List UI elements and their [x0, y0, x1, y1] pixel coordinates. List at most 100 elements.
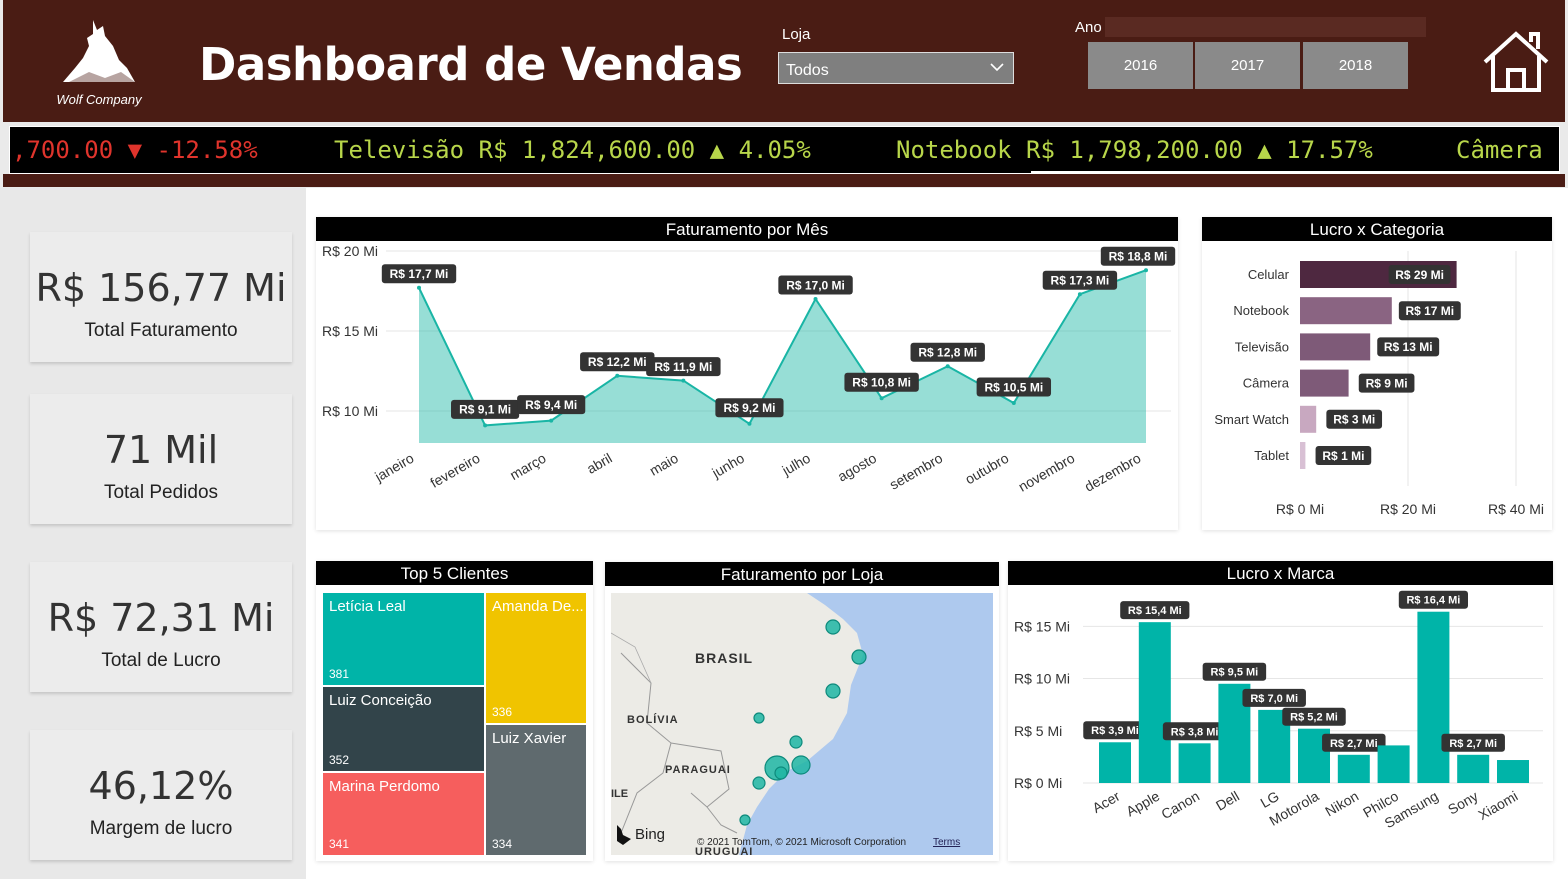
data-label-box	[517, 395, 586, 415]
x-tick-label: fevereiro	[427, 450, 482, 491]
y-tick-label: R$ 10 Mi	[1014, 671, 1070, 687]
x-tick-label: Dell	[1213, 788, 1242, 814]
map-label: BOLÍVIA	[627, 713, 679, 726]
area-fill	[419, 270, 1146, 443]
data-point	[813, 297, 818, 301]
client-name: Luiz Xavier	[492, 730, 567, 747]
x-tick-label: R$ 20 Mi	[1380, 501, 1436, 517]
store-marker[interactable]	[739, 814, 751, 826]
treemap-tile[interactable]: Amanda De... 336	[486, 593, 586, 723]
store-marker[interactable]	[825, 619, 841, 635]
map-label: BRASIL	[695, 650, 753, 666]
category-bar	[1300, 333, 1371, 361]
year-button-2016[interactable]: 2016	[1088, 42, 1193, 89]
client-value: 352	[329, 753, 350, 767]
brand-bar	[1099, 742, 1131, 783]
data-point	[747, 421, 752, 426]
data-label: R$ 9,1 Mi	[459, 403, 511, 417]
ticker-item: Notebook R$ 1,798,200.00 ▲ 17.57%	[896, 136, 1373, 164]
treemap-tile[interactable]: Luiz Conceição 352	[323, 687, 484, 771]
client-name: Letícia Leal	[329, 598, 406, 615]
map-label: PARAGUAI	[665, 764, 731, 776]
chart-title: Faturamento por Mês	[316, 217, 1178, 241]
map-svg[interactable]: BRASIL BOLÍVIA PARAGUAI ILE URUGUAI Bing	[611, 593, 993, 855]
loja-dropdown[interactable]: Todos	[778, 52, 1014, 84]
data-label-box	[1388, 265, 1451, 284]
treemap-tile[interactable]: Marina Perdomo 341	[323, 773, 484, 855]
store-marker[interactable]	[791, 755, 811, 775]
x-tick-label: Acer	[1090, 788, 1123, 816]
data-label: R$ 17 Mi	[1405, 304, 1454, 318]
kpi-card-pedidos: 71 Mil Total Pedidos	[30, 394, 292, 524]
store-marker[interactable]	[774, 766, 788, 780]
treemap-tile[interactable]: Luiz Xavier 334	[486, 725, 586, 855]
client-name: Marina Perdomo	[329, 778, 440, 795]
ticker-item: ,700.00 ▼ -12.58%	[12, 136, 258, 164]
ticker-underline	[1031, 171, 1559, 173]
data-label: R$ 3 Mi	[1333, 413, 1375, 427]
kpi-value: 71 Mil	[103, 428, 219, 472]
client-value: 381	[329, 667, 350, 681]
category-bar	[1300, 369, 1349, 397]
x-tick-label: setembro	[887, 450, 946, 493]
data-label: R$ 17,3 Mi	[1051, 274, 1110, 288]
x-tick-label: Apple	[1123, 788, 1162, 820]
client-name: Luiz Conceição	[329, 692, 432, 709]
ano-label: Ano	[1075, 19, 1102, 36]
brand-bar	[1417, 611, 1450, 783]
chart-faturamento-loja: Faturamento por Loja BRASIL BOLÍVIA PARA…	[605, 562, 999, 861]
data-label: R$ 3,8 Mi	[1171, 726, 1219, 738]
data-label-box	[715, 398, 784, 418]
year-button-2018[interactable]: 2018	[1303, 42, 1408, 89]
x-tick-label: Xiaomi	[1475, 788, 1520, 823]
bing-logo: Bing	[617, 825, 665, 845]
data-label-box	[1120, 601, 1190, 620]
home-icon[interactable]	[1481, 30, 1551, 94]
y-tick-label: R$ 5 Mi	[1014, 723, 1062, 739]
ticker-item: Televisão R$ 1,824,600.00 ▲ 4.05%	[334, 136, 811, 164]
kpi-label: Total Pedidos	[103, 482, 219, 503]
store-marker[interactable]	[825, 683, 841, 699]
data-label: R$ 12,8 Mi	[918, 346, 977, 360]
y-tick-label: Televisão	[1235, 339, 1289, 354]
data-label: R$ 1 Mi	[1322, 449, 1364, 463]
data-point	[483, 423, 488, 428]
store-marker[interactable]	[851, 649, 867, 665]
bar-chart-svg: R$ 0 Mi R$ 20 Mi R$ 40 Mi Celular R$ 29 Mi No…	[1214, 251, 1544, 517]
data-label-box	[1162, 722, 1227, 741]
treemap-tile[interactable]: Letícia Leal 381	[323, 593, 484, 685]
map-terms-link[interactable]: Terms	[933, 837, 960, 848]
x-tick-label: R$ 0 Mi	[1276, 501, 1324, 517]
data-label-box	[1326, 409, 1383, 429]
brand-bar	[1138, 622, 1171, 783]
data-label: R$ 3,9 Mi	[1091, 725, 1139, 737]
x-tick-label: Canon	[1158, 788, 1202, 822]
data-point	[549, 418, 554, 423]
store-marker[interactable]	[752, 776, 766, 790]
store-marker[interactable]	[789, 735, 803, 749]
year-button-2017[interactable]: 2017	[1195, 42, 1300, 89]
x-tick-label: abril	[584, 450, 615, 477]
data-point	[615, 373, 620, 378]
data-label-box	[1242, 688, 1306, 707]
y-tick-label: R$ 10 Mi	[322, 403, 378, 419]
kpi-label: Total Faturamento	[84, 320, 238, 341]
chart-title: Lucro x Categoria	[1202, 217, 1552, 241]
area-chart-svg: R$ 10 Mi R$ 15 Mi R$ 20 Mi R$ 17,7 Mi R$ 9,1…	[322, 243, 1176, 495]
brand-bar	[1377, 745, 1410, 783]
store-marker[interactable]	[753, 712, 765, 724]
data-label: R$ 7,0 Mi	[1250, 693, 1298, 705]
category-bar	[1300, 297, 1392, 325]
client-value: 341	[329, 837, 350, 851]
x-tick-label: agosto	[835, 450, 880, 485]
category-bar	[1300, 405, 1317, 433]
data-label-box	[1042, 270, 1118, 290]
data-label: R$ 9,4 Mi	[525, 398, 577, 412]
x-tick-label: novembro	[1015, 450, 1077, 495]
data-label-box	[646, 357, 721, 377]
brand-bar	[1337, 754, 1370, 783]
sales-ticker: ,700.00 ▼ -12.58% Televisão R$ 1,824,600…	[9, 126, 1560, 174]
client-value: 336	[492, 705, 513, 719]
x-tick-label: maio	[647, 450, 681, 479]
data-label-box	[778, 275, 853, 295]
